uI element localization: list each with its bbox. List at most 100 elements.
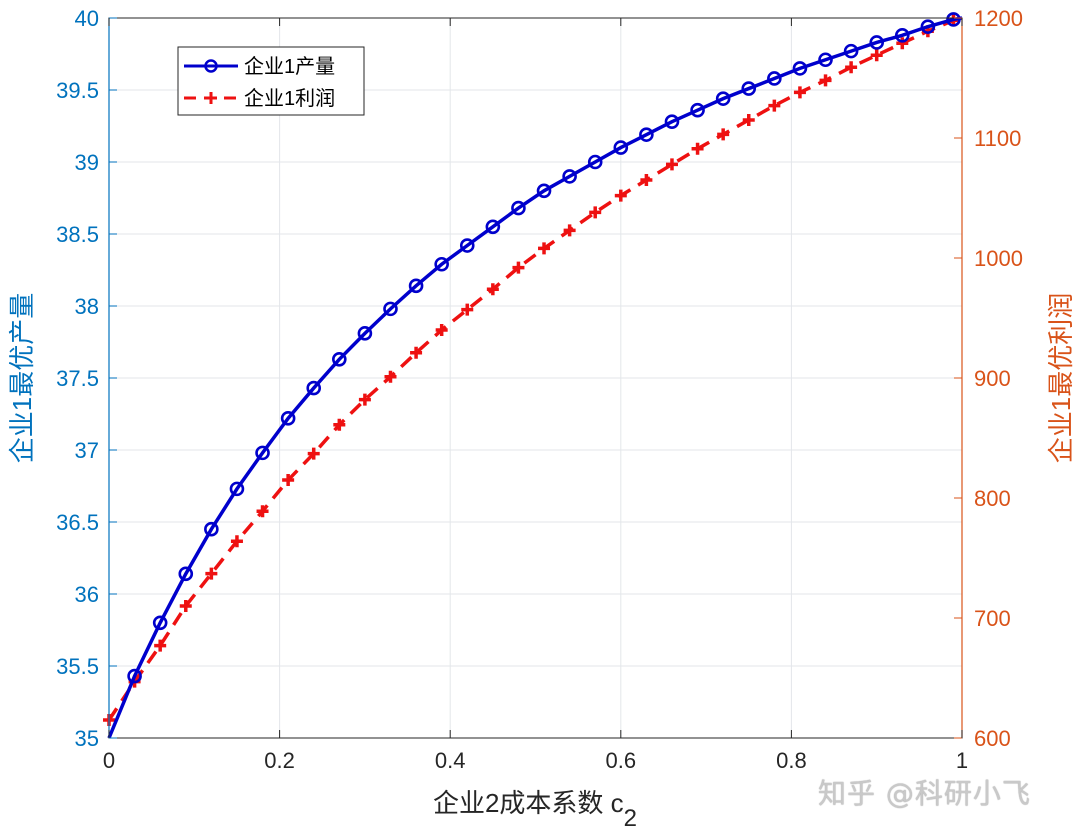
legend-item-profit: 企业1利润 <box>184 87 335 110</box>
plus-marker <box>717 128 730 141</box>
plus-marker <box>358 393 371 406</box>
plus-marker <box>640 174 653 186</box>
x-tick-label: 0.4 <box>435 748 466 773</box>
circle-marker-icon <box>204 59 218 73</box>
circle-marker <box>434 256 449 272</box>
circle-marker <box>357 326 373 341</box>
plus-marker <box>793 86 806 99</box>
x-axis-label-subscript: 2 <box>624 805 637 832</box>
circle-marker <box>178 566 194 582</box>
right-y-axis-ticks: 600 700 800 900 1000 1100 1200 <box>954 6 1023 751</box>
circle-marker <box>306 380 322 396</box>
circle-marker <box>562 169 577 184</box>
right-y-tick-label: 1100 <box>974 126 1021 151</box>
left-y-tick-label: 36.5 <box>56 510 99 535</box>
circle-marker <box>664 114 680 129</box>
circle-marker <box>639 127 654 142</box>
circle-marker <box>485 219 501 235</box>
plus-marker <box>845 61 858 74</box>
plus-marker <box>384 370 397 383</box>
circle-marker <box>383 301 398 317</box>
plus-marker-icon <box>205 92 217 104</box>
plus-marker <box>614 189 627 202</box>
plus-marker <box>819 74 832 87</box>
circle-marker <box>690 102 705 118</box>
x-tick-label: 0.6 <box>606 748 637 773</box>
left-y-tick-label: 35 <box>75 726 99 751</box>
plus-marker <box>691 142 704 155</box>
circle-marker <box>511 200 526 216</box>
legend: 企业1产量 企业1利润 <box>177 46 365 116</box>
plus-marker <box>870 49 883 62</box>
x-axis-ticks: 0 0.2 0.4 0.6 0.8 1 <box>103 18 968 773</box>
plus-marker <box>461 303 474 316</box>
plus-marker <box>205 567 218 580</box>
left-y-axis-label: 企业1最优产量 <box>7 293 37 463</box>
plot-area <box>103 12 963 739</box>
right-y-tick-label: 600 <box>974 726 1011 751</box>
plus-marker <box>179 600 192 612</box>
left-y-tick-label: 39.5 <box>56 78 99 103</box>
circle-marker <box>332 351 347 367</box>
circle-marker <box>869 35 885 50</box>
plus-marker <box>307 447 320 460</box>
x-tick-label: 0 <box>103 748 115 773</box>
circle-marker <box>204 521 219 537</box>
circle-marker <box>946 12 961 27</box>
circle-marker <box>255 445 270 461</box>
circle-marker <box>818 52 833 68</box>
plus-marker <box>665 158 678 171</box>
circle-marker <box>152 615 168 631</box>
svg-text:企业1利润: 企业1利润 <box>244 87 335 110</box>
plus-marker <box>563 224 576 237</box>
left-y-tick-label: 40 <box>75 6 99 31</box>
circle-marker <box>715 91 731 106</box>
circle-marker <box>536 183 552 199</box>
left-y-tick-label: 37 <box>75 438 99 463</box>
x-tick-label: 0.8 <box>776 748 807 773</box>
watermark: 知乎 @科研小飞 <box>818 777 1031 810</box>
x-tick-label: 0.2 <box>264 748 295 773</box>
plus-marker <box>154 639 167 652</box>
legend-box <box>177 46 365 116</box>
left-y-tick-label: 37.5 <box>56 366 99 391</box>
grid-lines <box>108 17 963 739</box>
left-y-tick-label: 39 <box>75 150 99 175</box>
profit-line <box>107 16 963 721</box>
output-line <box>107 16 963 739</box>
right-y-tick-label: 700 <box>974 606 1011 631</box>
plus-marker <box>256 505 269 518</box>
plus-marker <box>768 99 781 112</box>
left-y-axis-ticks: 35 35.5 36 36.5 37 37.5 38 38.5 39 39.5 40 <box>56 6 117 751</box>
circle-marker <box>920 19 936 34</box>
right-y-tick-label: 1200 <box>974 6 1023 31</box>
circle-marker <box>792 61 808 76</box>
right-y-tick-label: 800 <box>974 486 1011 511</box>
plus-marker <box>333 418 346 431</box>
circle-marker <box>459 238 475 253</box>
circle-marker <box>767 71 782 86</box>
circle-marker <box>229 481 245 497</box>
circle-marker <box>613 140 629 155</box>
circle-marker <box>843 43 859 59</box>
x-axis-label: 企业2成本系数 c2 <box>433 788 637 832</box>
left-y-tick-label: 35.5 <box>56 654 99 679</box>
left-y-tick-label: 38.5 <box>56 222 99 247</box>
legend-item-output: 企业1产量 <box>184 55 335 78</box>
left-y-tick-label: 36 <box>75 582 99 607</box>
right-y-axis-label: 企业1最优利润 <box>1046 293 1076 463</box>
plus-marker <box>410 346 423 359</box>
circle-marker <box>408 278 424 294</box>
circle-marker <box>280 411 296 426</box>
right-y-tick-label: 900 <box>974 366 1011 391</box>
plus-marker <box>282 474 295 486</box>
plus-marker <box>896 37 909 50</box>
plus-marker <box>512 261 525 274</box>
x-tick-label: 1 <box>956 748 968 773</box>
plus-marker <box>486 283 499 296</box>
plus-marker <box>589 206 602 219</box>
left-y-tick-label: 38 <box>75 294 99 319</box>
plus-marker <box>230 535 243 548</box>
circle-marker <box>894 27 910 43</box>
